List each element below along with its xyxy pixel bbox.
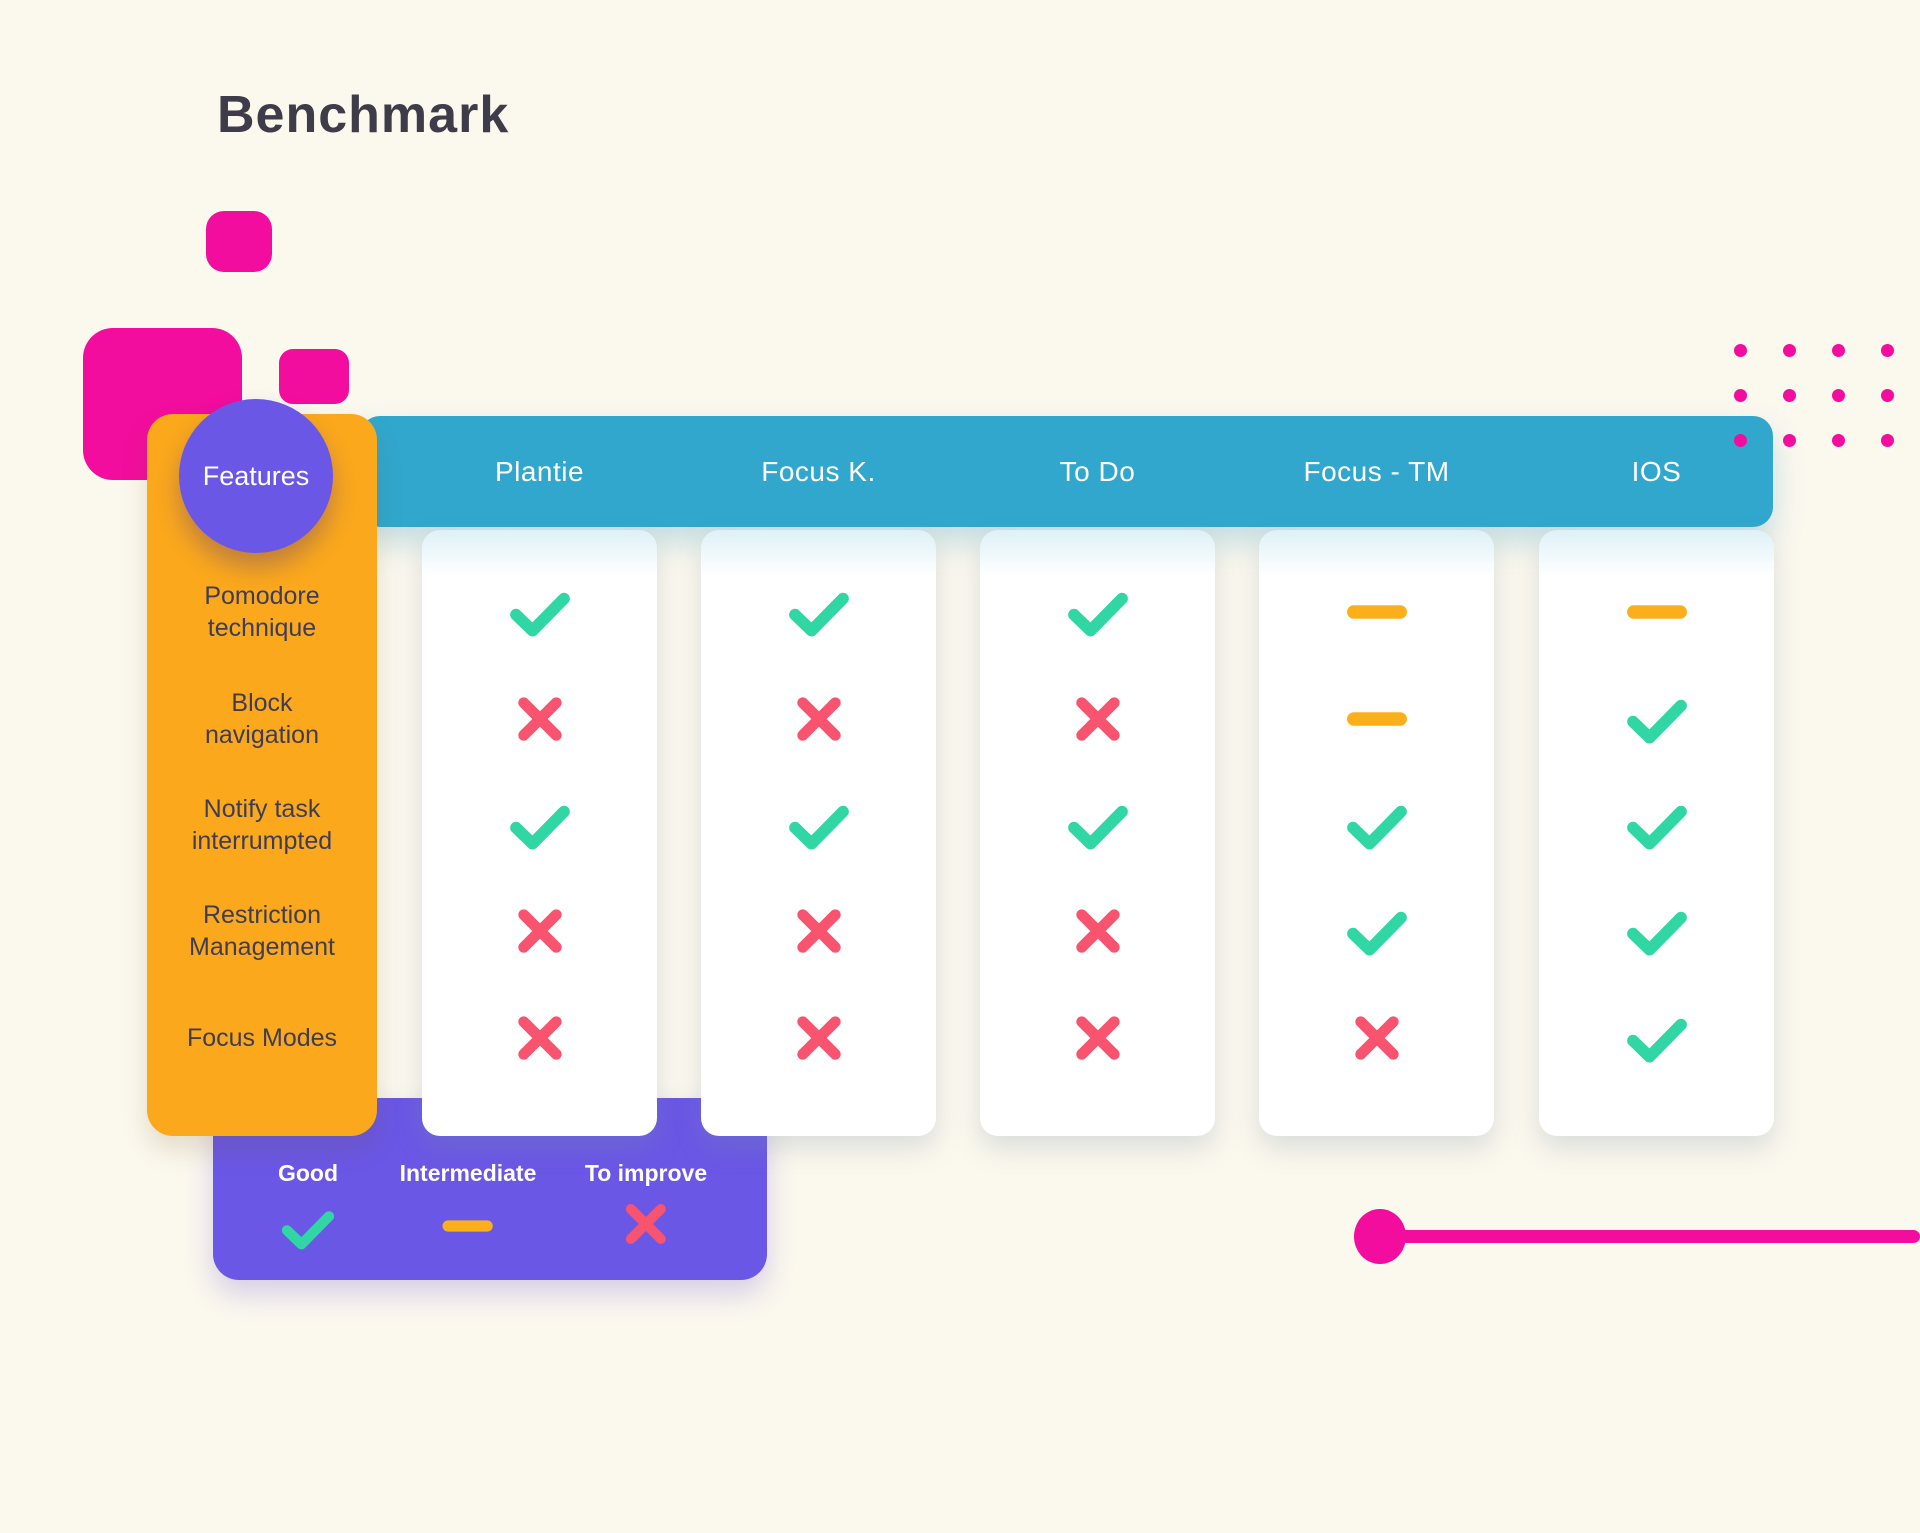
column-card-focus-tm — [1259, 530, 1494, 1136]
check-icon — [1067, 592, 1128, 637]
deco-square-small — [206, 211, 272, 272]
cross-icon — [1075, 697, 1120, 741]
deco-dot — [1734, 434, 1747, 447]
check-icon — [1346, 911, 1407, 956]
legend-item-to-improve: To improve — [585, 1160, 707, 1248]
cross-icon — [1075, 1016, 1120, 1060]
cross-icon — [796, 909, 841, 953]
column-card-ios — [1539, 530, 1774, 1136]
features-badge: Features — [179, 399, 333, 553]
cross-icon — [517, 909, 562, 953]
table-cell — [1625, 899, 1689, 963]
column-card-plantie — [422, 530, 657, 1136]
table-cell — [1625, 1006, 1689, 1070]
check-icon — [1067, 805, 1128, 850]
table-cell — [508, 580, 572, 644]
check-icon — [1626, 1018, 1687, 1063]
table-cell — [508, 793, 572, 857]
check-icon — [1626, 911, 1687, 956]
column-card-focus-k — [701, 530, 936, 1136]
cross-icon — [517, 1016, 562, 1060]
legend-item-good: Good — [278, 1160, 338, 1256]
cross-icon — [1354, 1016, 1399, 1060]
deco-dot — [1832, 434, 1845, 447]
table-cell — [514, 1012, 566, 1064]
table-cell — [1066, 793, 1130, 857]
column-header-focus-tm: Focus - TM — [1303, 455, 1450, 487]
deco-square-medium — [279, 349, 349, 404]
table-cell — [1626, 581, 1688, 643]
column-header-plantie: Plantie — [494, 455, 585, 487]
table-cell — [1351, 1012, 1403, 1064]
table-cell — [793, 905, 845, 957]
table-cell — [1346, 581, 1408, 643]
deco-line-bar — [1380, 1230, 1920, 1243]
table-cell — [793, 1012, 845, 1064]
feature-label-notify-task-interrumpted: Notify task interrumpted — [191, 795, 333, 855]
feature-label-pomodore-technique: Pomodore technique — [204, 582, 320, 642]
check-icon — [1626, 805, 1687, 850]
feature-label-focus-modes: Focus Modes — [186, 1024, 338, 1052]
table-cell — [1072, 693, 1124, 745]
cross-icon — [796, 1016, 841, 1060]
page-title: Benchmark — [217, 86, 510, 144]
legend-label: Good — [277, 1160, 339, 1186]
deco-dot — [1832, 389, 1845, 402]
check-icon — [1626, 699, 1687, 744]
deco-dot — [1881, 389, 1894, 402]
table-cell — [514, 693, 566, 745]
table-cell — [1345, 793, 1409, 857]
table-cell — [1625, 687, 1689, 751]
table-cell — [793, 693, 845, 745]
table-cell — [1345, 899, 1409, 963]
deco-dot — [1734, 344, 1747, 357]
check-icon — [281, 1211, 335, 1250]
check-icon — [788, 592, 849, 637]
table-cell — [1072, 1012, 1124, 1064]
dash-icon — [1626, 605, 1687, 619]
legend-label: To improve — [584, 1160, 708, 1186]
table-cell — [1346, 688, 1408, 750]
column-header-to-do: To Do — [1059, 455, 1136, 487]
table-cell — [1625, 793, 1689, 857]
deco-dot — [1832, 344, 1845, 357]
deco-dot — [1783, 434, 1796, 447]
table-cell — [514, 905, 566, 957]
check-icon — [509, 805, 570, 850]
table-cell — [787, 580, 851, 644]
column-card-to-do — [980, 530, 1215, 1136]
features-badge-label: Features — [202, 460, 310, 491]
dash-icon — [442, 1220, 494, 1232]
table-cell — [1066, 580, 1130, 644]
check-icon — [1346, 805, 1407, 850]
cross-icon — [796, 697, 841, 741]
table-cell — [787, 793, 851, 857]
check-icon — [788, 805, 849, 850]
cross-icon — [1075, 909, 1120, 953]
column-header-focus-k: Focus K. — [761, 455, 876, 487]
deco-dot — [1783, 389, 1796, 402]
column-header-ios: IOS — [1631, 455, 1682, 487]
dash-icon — [1346, 605, 1407, 619]
cross-icon — [625, 1204, 666, 1244]
deco-dot — [1783, 344, 1796, 357]
table-cell — [1072, 905, 1124, 957]
check-icon — [509, 592, 570, 637]
dash-icon — [1346, 712, 1407, 726]
deco-dot — [1734, 389, 1747, 402]
legend-label: Intermediate — [399, 1160, 537, 1186]
cross-icon — [517, 697, 562, 741]
feature-label-restriction-management: Restriction Management — [189, 901, 335, 961]
feature-label-block-navigation: Block navigation — [205, 689, 319, 749]
table-header-row: Plantie Focus K. To Do Focus - TM IOS — [360, 416, 1773, 527]
legend-item-intermediate: Intermediate — [399, 1160, 537, 1252]
deco-dot — [1881, 344, 1894, 357]
deco-dot — [1881, 434, 1894, 447]
features-column-card: Features Pomodore technique Block navigat… — [147, 399, 377, 1136]
